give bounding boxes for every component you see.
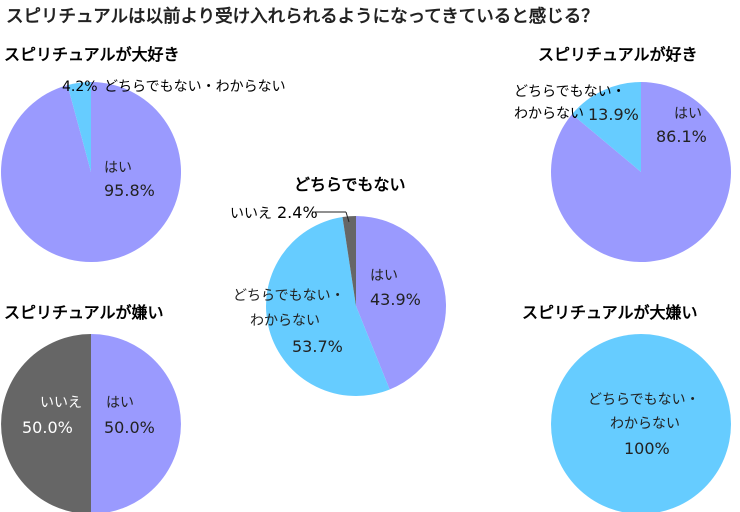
pie-kirai-slice-no — [1, 334, 91, 512]
chart-title: スピリチュアルは以前より受け入れられるようになってきていると感じる？ — [6, 6, 599, 27]
pie-suki-slice-neither-label-line1: どちらでもない・ — [514, 84, 626, 100]
pie-dochira-slice-neither-label-line2: わからない — [250, 313, 320, 329]
pie-kirai-slice-yes — [91, 334, 181, 512]
pie-suki-slice-yes-value: 86.1% — [656, 127, 707, 146]
pie-kirai-slice-no-value: 50.0% — [22, 418, 73, 437]
pie-dochira-slice-neither — [266, 217, 390, 396]
pie-daisuki-slice-neither — [67, 82, 91, 172]
pie-title-daisuki: スピリチュアルが大好き — [4, 45, 180, 64]
pie-dochira-slice-yes-label: はい — [370, 268, 398, 284]
pie-daikirai-slice-neither-label-line1: どちらでもない・ — [588, 392, 700, 408]
pie-dochira-slice-neither-label-line1: どちらでもない・ — [233, 288, 345, 304]
pie-daikirai — [551, 334, 731, 512]
pie-daikirai-slice-neither — [551, 334, 731, 512]
pie-daisuki-slice-neither-value: 4.2% — [62, 79, 98, 95]
pie-daisuki — [1, 82, 182, 262]
pie-suki-slice-neither-value: 13.9% — [588, 105, 639, 124]
pie-suki-slice-neither — [572, 82, 641, 172]
pie-title-dochira: どちらでもない — [294, 175, 406, 194]
pie-kirai-slice-no-label: いいえ — [40, 395, 82, 411]
pie-dochira-slice-no-label: いいえ — [230, 206, 272, 222]
pie-suki-slice-yes — [551, 82, 732, 262]
pie-title-suki: スピリチュアルが好き — [538, 45, 698, 64]
pie-kirai-slice-yes-value: 50.0% — [104, 418, 155, 437]
pie-kirai-slice-yes-label: はい — [106, 395, 134, 411]
pie-kirai — [1, 334, 181, 512]
pie-suki — [551, 82, 732, 262]
pie-daisuki-slice-neither-label: どちらでもない・わからない — [104, 79, 286, 95]
pie-title-kirai: スピリチュアルが嫌い — [4, 303, 164, 322]
pie-daisuki-slice-yes-value: 95.8% — [104, 181, 155, 200]
pie-daisuki-slice-yes-label: はい — [104, 160, 132, 176]
pie-dochira-slice-yes-value: 43.9% — [370, 290, 421, 309]
pie-dochira-leader-line-tip — [345, 211, 350, 223]
pie-suki-slice-yes-label: はい — [674, 106, 702, 122]
pie-suki-slice-neither-label-line2: わからない — [514, 106, 584, 122]
pie-dochira-slice-no-value: 2.4% — [277, 203, 318, 222]
pie-dochira-slice-neither-value: 53.7% — [292, 337, 343, 356]
pie-daisuki-slice-yes — [1, 82, 182, 262]
pie-daikirai-slice-neither-value: 100% — [624, 439, 670, 458]
pie-daikirai-slice-neither-label-line2: わからない — [610, 416, 680, 432]
pie-dochira-slice-no — [342, 216, 356, 306]
pie-dochira — [266, 216, 447, 396]
pie-title-daikirai: スピリチュアルが大嫌い — [522, 303, 698, 322]
pie-dochira-slice-yes — [356, 216, 447, 390]
